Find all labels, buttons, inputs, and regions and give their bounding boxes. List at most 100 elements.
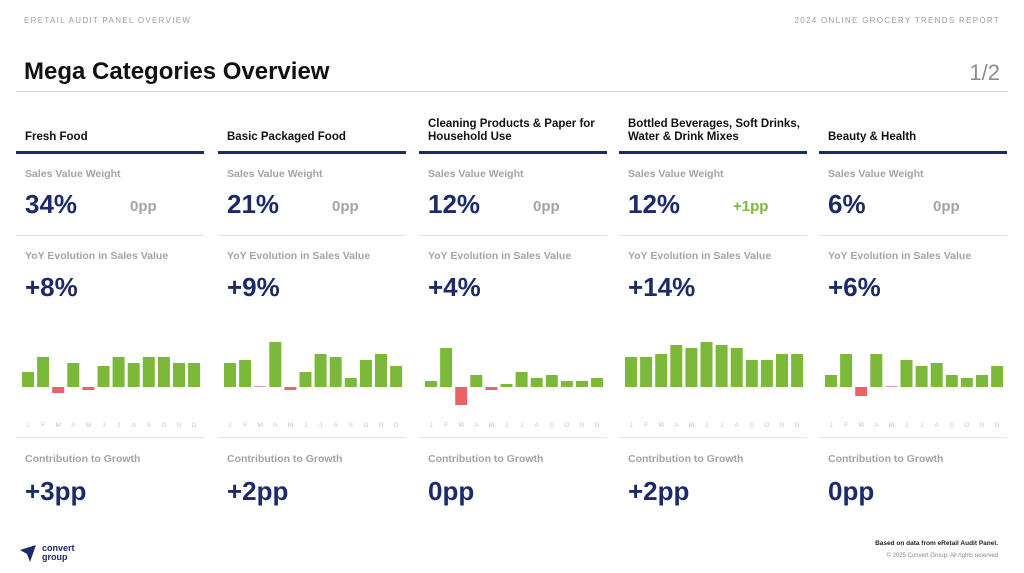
- month-tick-label: S: [950, 422, 955, 429]
- chart-bar: [500, 384, 513, 387]
- contribution-value: +3pp: [25, 476, 87, 506]
- section-divider: [419, 235, 607, 236]
- chart-bar: [991, 366, 1004, 387]
- section-divider: [619, 235, 807, 236]
- section-divider: [218, 235, 406, 236]
- month-tick-label: M: [257, 422, 262, 429]
- month-tick-label: D: [995, 422, 1000, 429]
- month-tick-label: J: [905, 422, 908, 429]
- chart-bar: [142, 357, 155, 387]
- month-tick-label: A: [674, 422, 679, 429]
- month-tick-label: J: [520, 422, 523, 429]
- section-divider: [16, 235, 204, 236]
- yoy-value: +4%: [428, 272, 481, 302]
- chart-bar: [239, 360, 252, 387]
- month-tick-label: J: [319, 422, 322, 429]
- chart-bar: [670, 345, 683, 387]
- chart-bar: [591, 378, 604, 387]
- report-section-label: ERETAIL AUDIT PANEL OVERVIEW: [24, 16, 192, 25]
- chart-bar: [440, 348, 453, 387]
- month-tick-label: D: [394, 422, 399, 429]
- chart-bar: [930, 363, 943, 387]
- chart-bar: [157, 357, 170, 387]
- chart-bar: [945, 375, 958, 387]
- chart-bar: [745, 360, 758, 387]
- month-tick-label: J: [102, 422, 105, 429]
- month-tick-label: N: [580, 422, 585, 429]
- chart-bar: [915, 366, 928, 387]
- category-title-rule: [16, 151, 204, 154]
- month-tick-label: M: [489, 422, 494, 429]
- chart-bar: [960, 378, 973, 387]
- chart-bar: [515, 372, 528, 387]
- category-title: Cleaning Products & Paper for Household …: [428, 118, 595, 143]
- page-number: 1/2: [969, 60, 1000, 85]
- sales-weight-label: Sales Value Weight: [25, 168, 121, 180]
- section-divider: [218, 437, 406, 438]
- chart-bar: [67, 363, 80, 387]
- chart-bar: [269, 342, 282, 387]
- chart-bar: [425, 381, 437, 387]
- chart-bar: [625, 357, 637, 387]
- month-tick-label: N: [379, 422, 384, 429]
- yoy-value: +6%: [828, 272, 881, 302]
- month-tick-label: A: [132, 422, 137, 429]
- sales-weight-label: Sales Value Weight: [828, 168, 924, 180]
- month-tick-label: A: [935, 422, 940, 429]
- chart-bar: [885, 386, 898, 387]
- month-tick-label: F: [644, 422, 648, 429]
- contribution-label: Contribution to Growth: [227, 453, 343, 465]
- month-tick-label: J: [117, 422, 120, 429]
- sales-weight-label: Sales Value Weight: [628, 168, 724, 180]
- chart-bar: [685, 348, 698, 387]
- month-tick-label: A: [273, 422, 278, 429]
- chart-bar: [470, 375, 483, 387]
- chart-bar: [640, 357, 653, 387]
- yoy-label: YoY Evolution in Sales Value: [227, 250, 371, 262]
- contribution-value: 0pp: [828, 476, 875, 506]
- chart-bar: [900, 360, 913, 387]
- data-source-note: Based on data from eRetail Audit Panel.: [875, 540, 998, 547]
- month-tick-label: D: [595, 422, 600, 429]
- month-tick-label: M: [658, 422, 663, 429]
- month-tick-label: J: [429, 422, 432, 429]
- category-column: Cleaning Products & Paper for Household …: [419, 92, 607, 522]
- month-tick-label: O: [363, 422, 368, 429]
- section-divider: [419, 437, 607, 438]
- month-tick-label: N: [780, 422, 785, 429]
- yoy-label: YoY Evolution in Sales Value: [25, 250, 169, 262]
- month-tick-label: A: [874, 422, 879, 429]
- yoy-label: YoY Evolution in Sales Value: [828, 250, 972, 262]
- sales-weight-value: 12%: [628, 189, 681, 219]
- category-column: Basic Packaged Food Sales Value Weight 21%…: [218, 92, 406, 522]
- chart-bar: [976, 375, 988, 387]
- chart-bar: [224, 363, 236, 387]
- chart-bar: [284, 387, 297, 390]
- sales-weight-value: 12%: [428, 189, 481, 219]
- chart-bar: [870, 354, 883, 387]
- sales-weight-change: +1pp: [733, 198, 769, 215]
- month-tick-label: A: [71, 422, 76, 429]
- section-divider: [819, 235, 1007, 236]
- chart-bar: [485, 387, 498, 390]
- yoy-value: +8%: [25, 272, 78, 302]
- contribution-value: 0pp: [428, 476, 475, 506]
- chart-bar: [840, 354, 853, 387]
- chart-bar: [22, 372, 34, 387]
- chart-bar: [344, 378, 357, 387]
- category-title-rule: [619, 151, 807, 154]
- contribution-value: +2pp: [227, 476, 289, 506]
- month-tick-label: F: [243, 422, 247, 429]
- page-title: Mega Categories Overview: [24, 58, 330, 85]
- chart-bar: [700, 342, 713, 387]
- chart-bar: [760, 360, 773, 387]
- month-tick-label: J: [629, 422, 632, 429]
- contribution-label: Contribution to Growth: [628, 453, 744, 465]
- month-tick-label: O: [764, 422, 769, 429]
- chart-bar: [390, 366, 403, 387]
- yoy-value: +14%: [628, 272, 696, 302]
- month-tick-label: S: [349, 422, 354, 429]
- category-title-rule: [419, 151, 607, 154]
